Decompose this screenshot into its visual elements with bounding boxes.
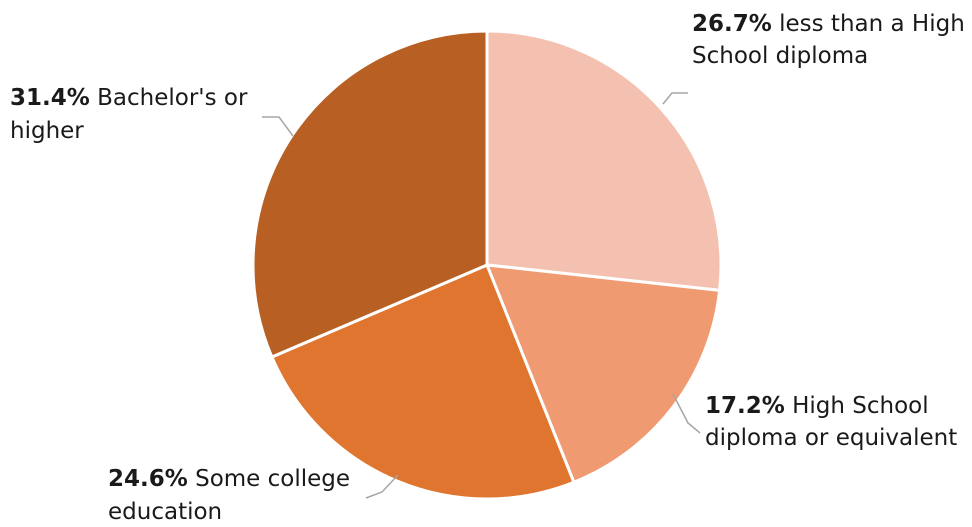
slice-text-2-line1: Some college xyxy=(188,466,350,492)
pie-slice-0 xyxy=(485,29,723,292)
slice-pct-3: 31.4% xyxy=(10,85,90,111)
pie-slices xyxy=(251,29,723,501)
leader-line-slice-1 xyxy=(672,393,701,434)
pie-slice-2 xyxy=(269,263,576,501)
slice-pct-1: 17.2% xyxy=(705,393,785,419)
leader-line-slice-2 xyxy=(365,474,399,499)
slice-pct-0: 26.7% xyxy=(692,11,772,37)
slice-label-2: 24.6% Some college xyxy=(108,466,350,492)
slice-text-2-line2: education xyxy=(108,499,222,525)
leader-line-slice-3 xyxy=(262,116,294,137)
slice-text-1-line2: diploma or equivalent xyxy=(705,425,957,451)
leader-line-slice-0 xyxy=(662,92,688,105)
slice-label-0: 26.7% less than a High xyxy=(692,11,965,37)
slice-label-3: 31.4% Bachelor's or xyxy=(10,85,248,111)
pie-slice-1 xyxy=(484,263,722,485)
pie-slice-3 xyxy=(251,29,489,359)
slice-text-0-line2: School diploma xyxy=(692,43,868,69)
slice-label-1: 17.2% High School xyxy=(705,393,929,419)
slice-pct-2: 24.6% xyxy=(108,466,188,492)
slice-text-3-line1: Bachelor's or xyxy=(90,85,248,111)
leader-lines xyxy=(262,92,701,499)
slice-text-3-line2: higher xyxy=(10,118,84,144)
slice-text-0-line1: less than a High xyxy=(772,11,965,37)
slice-text-1-line1: High School xyxy=(785,393,929,419)
